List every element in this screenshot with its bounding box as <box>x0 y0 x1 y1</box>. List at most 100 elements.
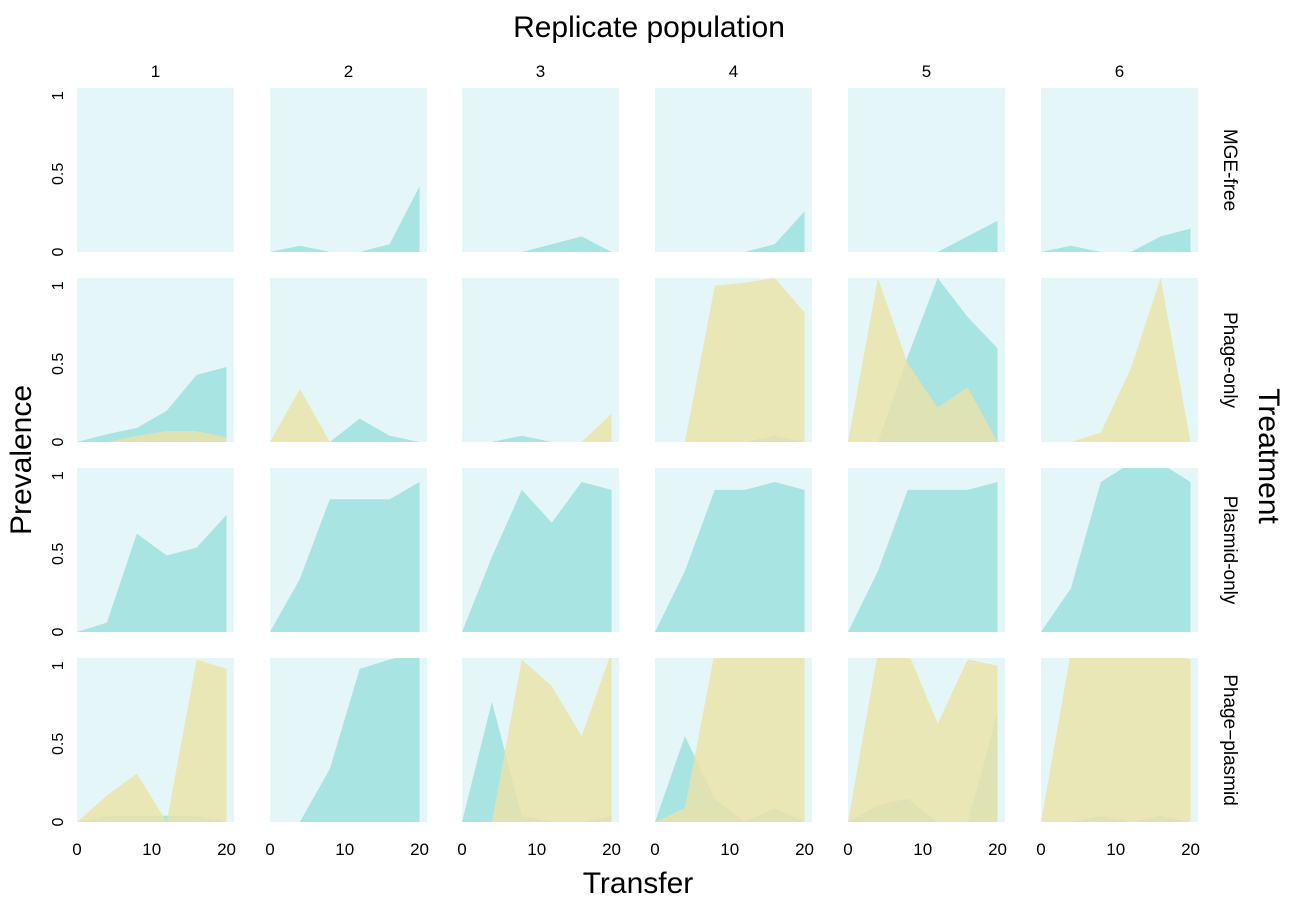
area-series_b <box>848 658 998 822</box>
row-label-2: Phage-only <box>1219 312 1240 409</box>
y-tick-label: 0 <box>50 627 67 636</box>
panel-r4-c6 <box>1041 658 1198 822</box>
x-tick-label: 20 <box>1181 840 1200 859</box>
area-series_b <box>1041 278 1191 442</box>
area-series_b <box>77 431 227 442</box>
x-tick-label: 0 <box>265 840 274 859</box>
panel-r3-c4 <box>655 468 812 632</box>
area-series_b <box>77 659 227 822</box>
panel-background <box>77 88 234 252</box>
area-series_a <box>270 658 420 822</box>
panel-r2-c2 <box>270 278 427 442</box>
panel-r4-c4 <box>655 658 812 822</box>
y-axis-label: Prevalence <box>5 385 38 535</box>
area-series_a <box>655 211 805 252</box>
area-series_b <box>270 388 420 442</box>
row-label-4: Phage−plasmid <box>1219 674 1240 806</box>
x-tick-label: 10 <box>335 840 354 859</box>
area-series_b <box>1041 658 1191 822</box>
panel-r4-c5 <box>848 658 1005 822</box>
panel-r3-c3 <box>462 468 619 632</box>
row-label-3: Plasmid-only <box>1219 496 1240 605</box>
x-tick-label: 0 <box>457 840 466 859</box>
panel-r2-c4 <box>655 278 812 442</box>
panel-r4-c2 <box>270 658 427 822</box>
area-series_a <box>77 367 227 442</box>
x-tick-label: 20 <box>988 840 1007 859</box>
y-tick-label: 0.5 <box>50 733 67 755</box>
y-tick-label: 0.5 <box>50 353 67 375</box>
area-series_a <box>270 418 420 442</box>
panel-r1-c3 <box>462 88 619 252</box>
chart-title: Replicate population <box>513 11 785 44</box>
y-tick-label: 1 <box>50 661 67 670</box>
panel-r1-c2 <box>270 88 427 252</box>
panel-r4-c3 <box>462 658 619 822</box>
panel-r1-c6 <box>1041 88 1198 252</box>
x-tick-label: 20 <box>602 840 621 859</box>
area-series_b <box>462 658 612 822</box>
area-series_a <box>462 482 612 632</box>
column-label-5: 5 <box>922 62 931 81</box>
area-series_a <box>270 186 420 252</box>
x-axis-label: Transfer <box>583 867 694 897</box>
x-tick-label: 10 <box>142 840 161 859</box>
panel-background <box>848 88 1005 252</box>
panel-r1-c4 <box>655 88 812 252</box>
panel-r2-c1 <box>77 278 234 442</box>
x-tick-label: 0 <box>843 840 852 859</box>
column-label-1: 1 <box>151 62 160 81</box>
area-series_a <box>77 514 227 632</box>
y-tick-label: 1 <box>50 91 67 100</box>
column-label-6: 6 <box>1115 62 1124 81</box>
panel-grid: 1 2 3 4 5 6 MGE-free 0 0.5 1 Phage-only 0 0.5 1 Plasmi… <box>50 62 1240 859</box>
area-series_a <box>848 482 998 632</box>
panel-background <box>462 88 619 252</box>
x-tick-label: 0 <box>72 840 81 859</box>
x-tick-label: 0 <box>1036 840 1045 859</box>
panel-background <box>1041 88 1198 252</box>
x-tick-label: 10 <box>913 840 932 859</box>
panel-r3-c6 <box>1041 468 1198 632</box>
area-series_a <box>462 435 612 442</box>
column-label-2: 2 <box>344 62 353 81</box>
y-tick-label: 1 <box>50 281 67 290</box>
row-label-1: MGE-free <box>1219 129 1240 211</box>
panel-background <box>462 278 619 442</box>
x-tick-label: 20 <box>410 840 429 859</box>
x-tick-label: 10 <box>720 840 739 859</box>
y-tick-label: 1 <box>50 471 67 480</box>
y-tick-label: 0 <box>50 437 67 446</box>
panel-r3-c2 <box>270 468 427 632</box>
x-tick-label: 20 <box>217 840 236 859</box>
column-label-4: 4 <box>729 62 738 81</box>
y-tick-label: 0.5 <box>50 543 67 565</box>
area-series_a <box>655 482 805 632</box>
x-tick-label: 20 <box>795 840 814 859</box>
area-series_b <box>655 278 805 442</box>
y-tick-label: 0 <box>50 817 67 826</box>
panel-r1-c1 <box>77 88 234 252</box>
panel-r2-c5 <box>848 278 1005 442</box>
y-tick-label: 0.5 <box>50 163 67 185</box>
panel-r2-c3 <box>462 278 619 442</box>
x-tick-label: 0 <box>650 840 659 859</box>
panel-r2-c6 <box>1041 278 1198 442</box>
right-axis-label: Treatment <box>1252 388 1285 524</box>
area-series_b <box>655 658 805 822</box>
x-tick-label: 10 <box>1106 840 1125 859</box>
y-tick-label: 0 <box>50 247 67 256</box>
area-series_a <box>270 482 420 632</box>
panel-r3-c1 <box>77 468 234 632</box>
column-label-3: 3 <box>536 62 545 81</box>
area-series_a <box>1041 228 1191 252</box>
area-series_b <box>848 278 998 442</box>
panel-background <box>655 88 812 252</box>
x-tick-label: 10 <box>527 840 546 859</box>
area-series_a <box>462 236 612 252</box>
area-series_a <box>1041 468 1191 632</box>
panel-r3-c5 <box>848 468 1005 632</box>
area-series_a <box>848 220 998 252</box>
panel-r1-c5 <box>848 88 1005 252</box>
